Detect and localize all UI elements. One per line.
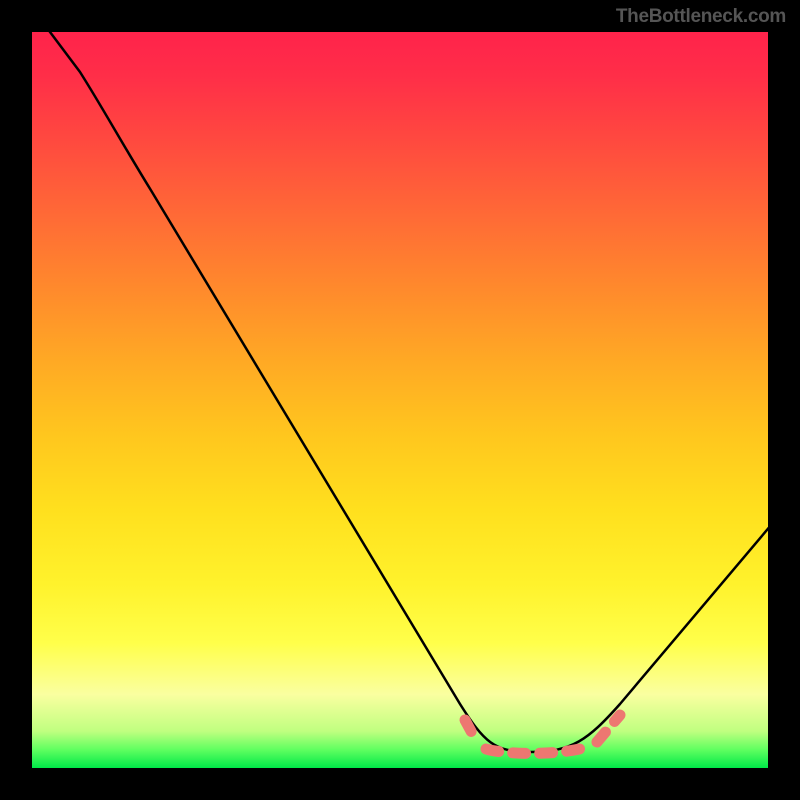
- marker-segment: [465, 720, 472, 733]
- chart-svg: [32, 32, 768, 768]
- chart-plot-area: [32, 32, 768, 768]
- watermark-text: TheBottleneck.com: [616, 6, 786, 28]
